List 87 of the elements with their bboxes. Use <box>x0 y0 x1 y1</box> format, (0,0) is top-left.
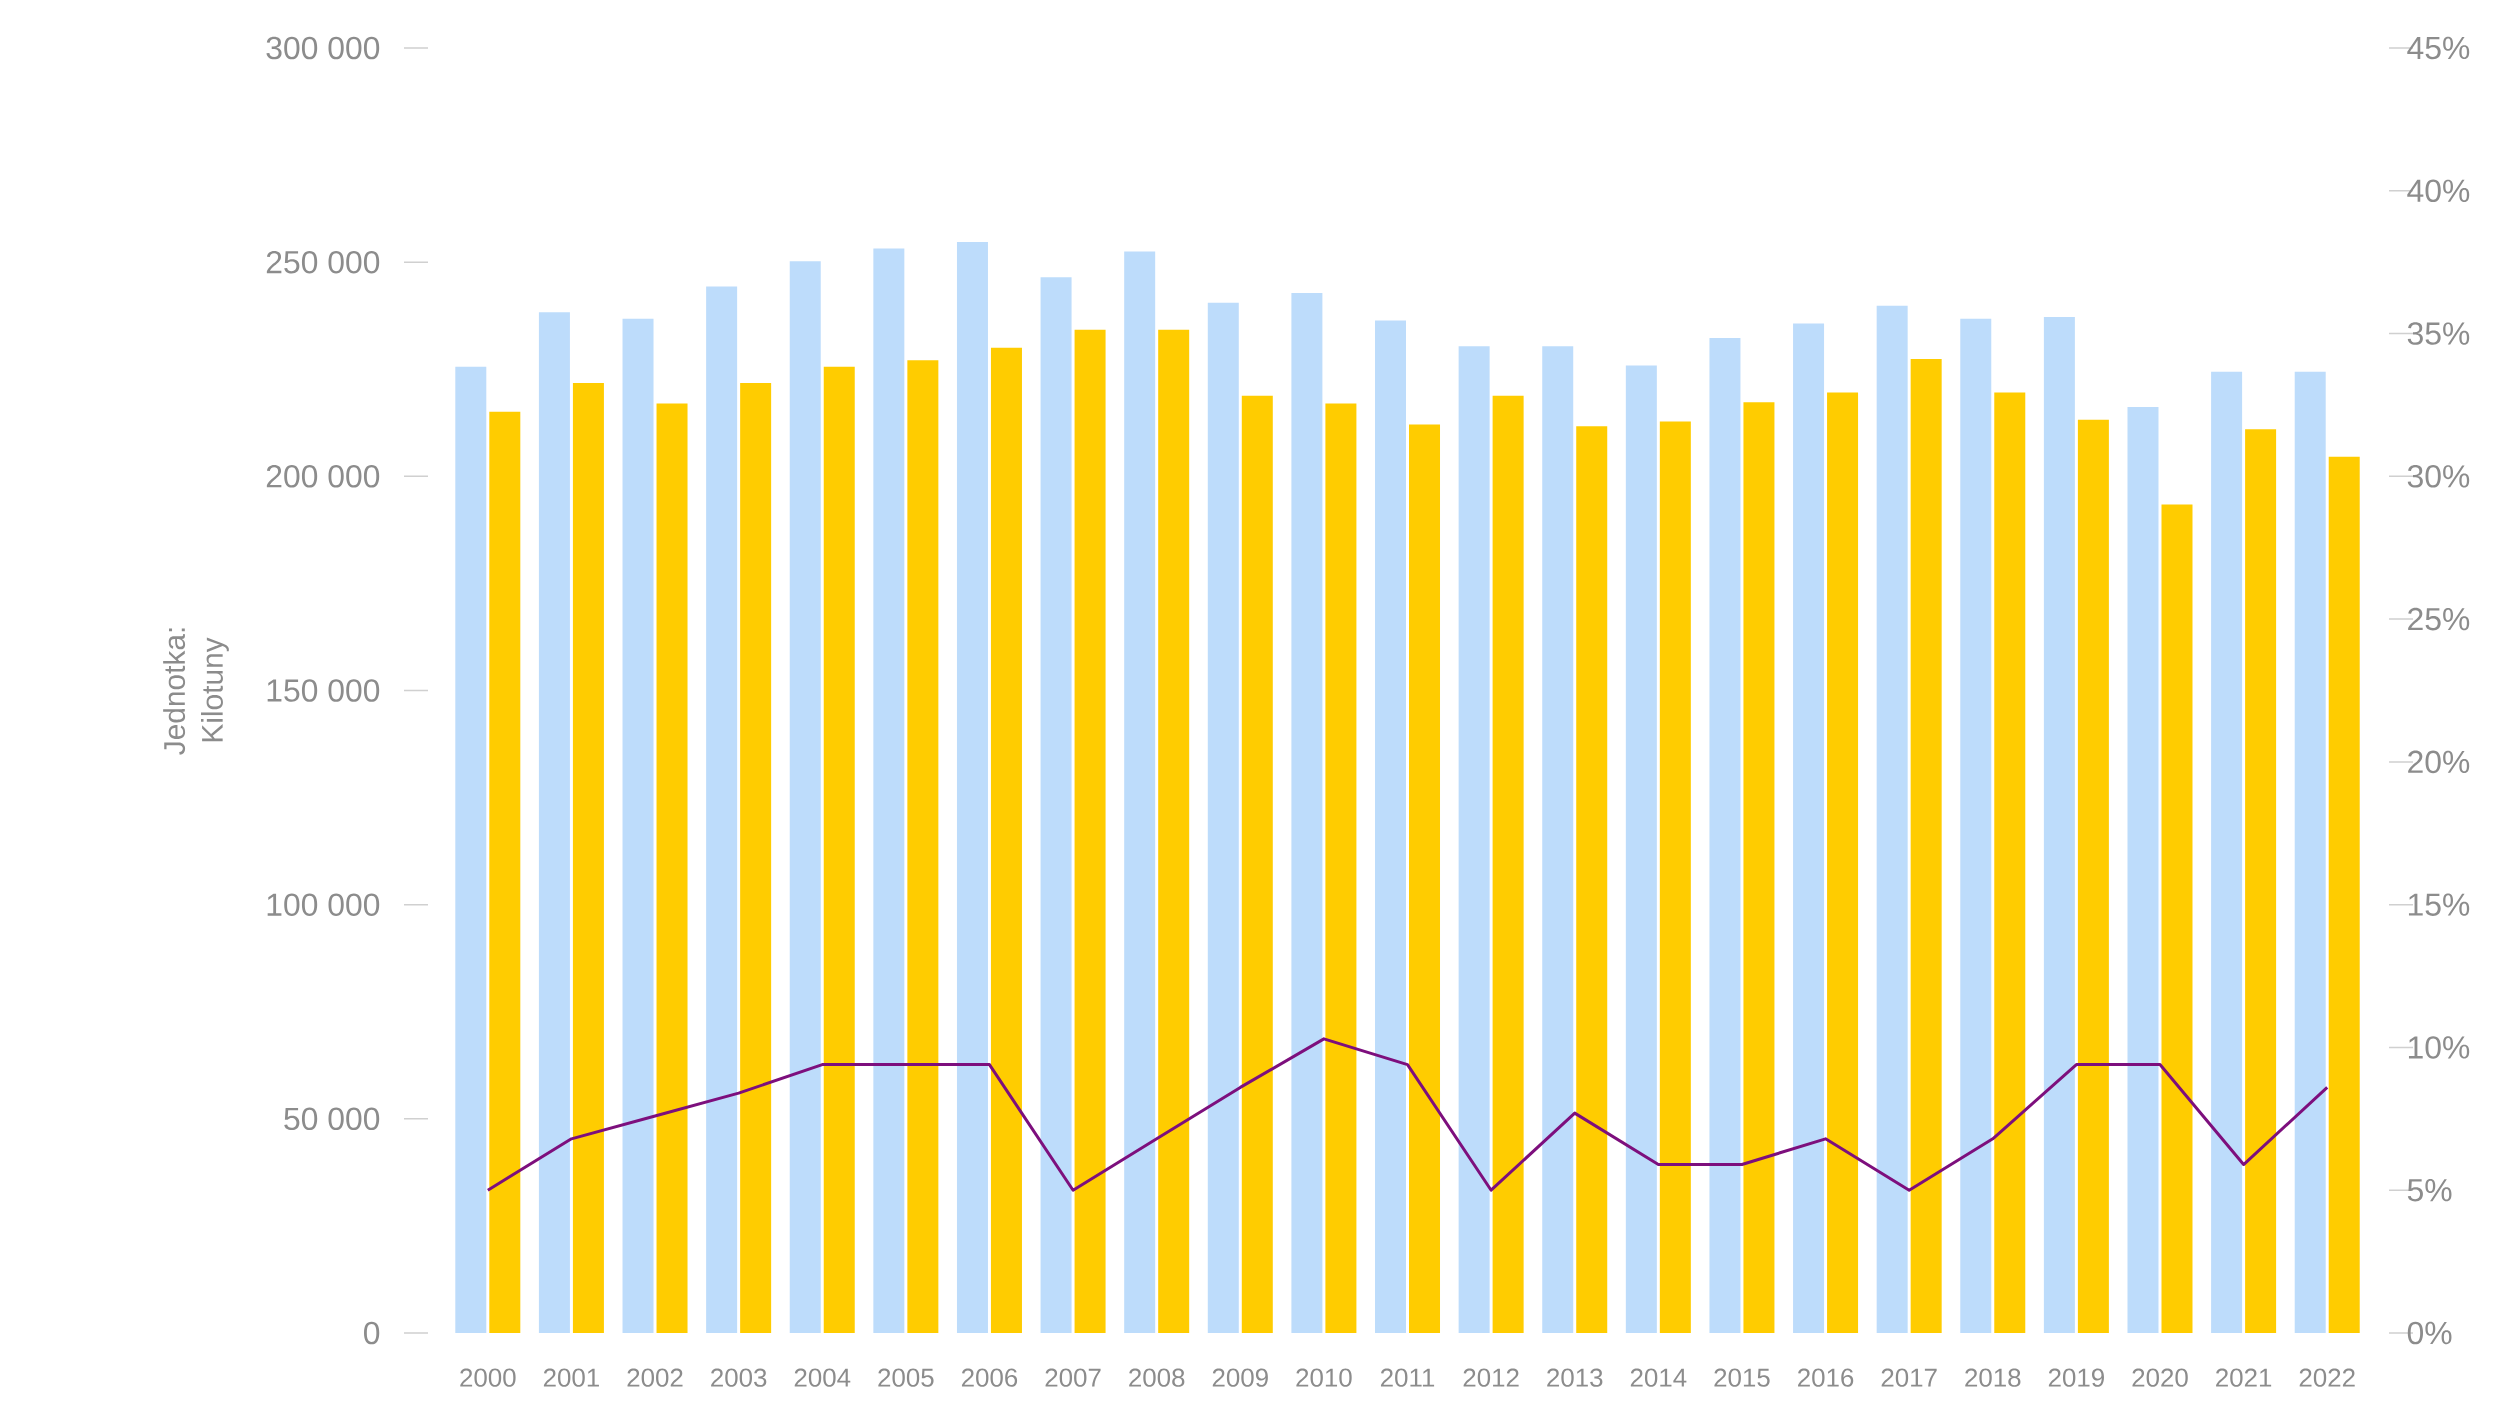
x-tick-label: 2016 <box>1798 1368 1854 1387</box>
bar <box>455 366 487 1333</box>
bar <box>1542 346 1574 1333</box>
bar <box>1325 403 1357 1333</box>
bar <box>1375 320 1407 1333</box>
bar <box>1409 424 1441 1333</box>
bar <box>1910 358 1942 1333</box>
x-tick-label: 2022 <box>2299 1368 2355 1387</box>
bar <box>1793 323 1825 1333</box>
y2-tick-label: 35% <box>2407 322 2470 345</box>
bar <box>1709 337 1741 1333</box>
bar <box>1625 365 1657 1333</box>
bar <box>1994 392 2026 1333</box>
y2-tick-label: 45% <box>2407 36 2470 60</box>
bar <box>1492 395 1524 1333</box>
bar <box>656 403 688 1333</box>
bar <box>823 366 855 1333</box>
x-tick-label: 2007 <box>1045 1368 1101 1387</box>
bar <box>706 286 738 1333</box>
y-tick-label: 50 000 <box>284 1107 380 1131</box>
x-tick-label: 2000 <box>460 1368 516 1387</box>
y2-tick-label: 25% <box>2408 607 2470 631</box>
x-tick-label: 2014 <box>1630 1368 1687 1387</box>
bar <box>2043 317 2075 1333</box>
bar <box>1659 421 1691 1333</box>
x-tick-label: 2002 <box>627 1368 683 1387</box>
bar <box>1960 318 1992 1333</box>
y-tick-label: 250 000 <box>266 250 380 274</box>
bar <box>2328 456 2360 1333</box>
x-tick-label: 2019 <box>2048 1368 2104 1387</box>
x-tick-label: 2005 <box>878 1368 934 1387</box>
bar <box>1241 395 1273 1333</box>
x-tick-label: 2020 <box>2132 1368 2188 1387</box>
bar <box>1074 329 1106 1333</box>
bar <box>1040 277 1072 1333</box>
y2-tick-label: 15% <box>2408 893 2470 916</box>
y2-tick-label: 0% <box>2407 1321 2452 1345</box>
x-tick-label: 2009 <box>1212 1368 1268 1387</box>
bar <box>1158 329 1190 1333</box>
y2-tick-label: 10% <box>2408 1036 2470 1059</box>
x-tick-label: 2003 <box>711 1368 767 1387</box>
x-tick-label: 2010 <box>1296 1368 1352 1387</box>
x-tick-label: 2001 <box>543 1368 599 1387</box>
y2-tick-label: 30% <box>2407 465 2470 488</box>
y-tick-label: 300 000 <box>266 36 380 60</box>
bar <box>2161 504 2193 1333</box>
y-tick-label: 200 000 <box>266 465 380 488</box>
bar <box>956 242 988 1333</box>
x-tick-label: 2017 <box>1881 1368 1937 1387</box>
bar <box>740 382 772 1333</box>
bar <box>489 411 521 1333</box>
x-tick-label: 2008 <box>1129 1368 1185 1387</box>
bar <box>1207 302 1239 1333</box>
x-tick-label: 2018 <box>1965 1368 2021 1387</box>
x-tick-label: 2006 <box>961 1368 1018 1387</box>
bar <box>1458 346 1490 1333</box>
x-tick-label: 2013 <box>1547 1368 1603 1387</box>
x-tick-label: 2015 <box>1714 1368 1770 1387</box>
x-tick-label: 2004 <box>794 1368 851 1387</box>
bar <box>2245 429 2277 1333</box>
bar <box>1291 293 1323 1333</box>
bar <box>2294 371 2326 1333</box>
y2-tick-label: 5% <box>2407 1179 2452 1202</box>
bar <box>990 347 1022 1333</box>
y-tick-label: 0 <box>364 1321 380 1345</box>
bar <box>572 382 604 1333</box>
bar <box>2211 371 2243 1333</box>
y-tick-label: 150 000 <box>267 679 380 702</box>
y-tick-label: 100 000 <box>267 893 380 916</box>
y2-tick-label: 40% <box>2407 179 2470 203</box>
bar <box>907 360 939 1333</box>
bar <box>1124 251 1156 1333</box>
bar <box>538 312 570 1333</box>
bar <box>789 261 821 1333</box>
y2-tick-label: 20% <box>2408 750 2470 774</box>
x-tick-label: 2011 <box>1380 1368 1435 1387</box>
bar <box>622 318 654 1333</box>
bar <box>873 248 905 1333</box>
x-tick-label: 2012 <box>1463 1368 1519 1387</box>
bar <box>2077 419 2109 1333</box>
bar <box>1827 392 1859 1333</box>
bar <box>1876 305 1908 1333</box>
bar <box>2127 406 2159 1333</box>
bar <box>1743 402 1775 1333</box>
x-tick-label: 2021 <box>2216 1368 2272 1387</box>
y-axis-title: Jednotka: Kilotuny <box>163 628 229 755</box>
bar <box>1576 426 1608 1333</box>
